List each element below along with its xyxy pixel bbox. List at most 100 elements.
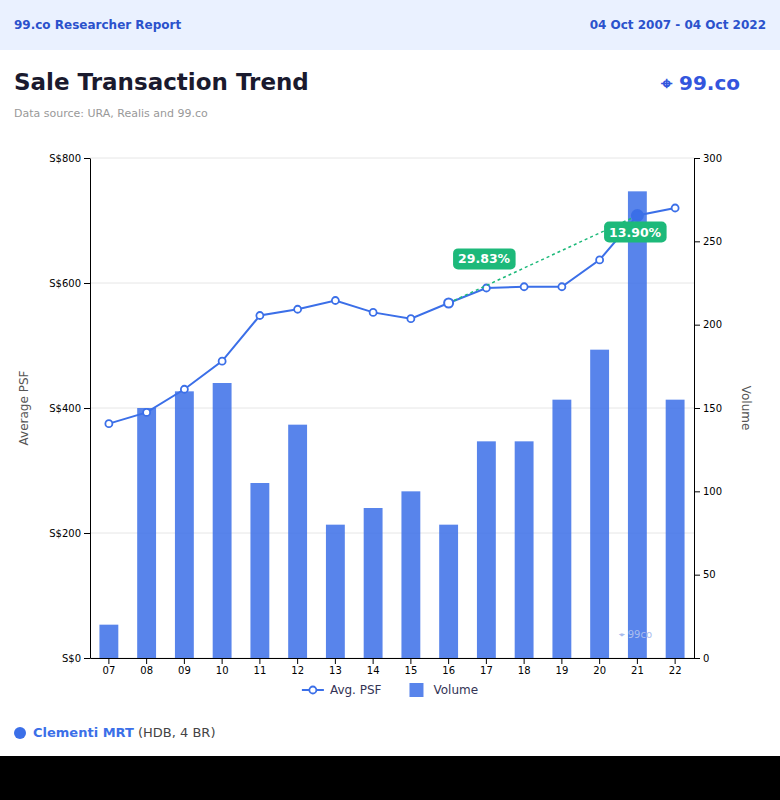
x-tick-label: 09 bbox=[178, 665, 191, 676]
x-tick-mark bbox=[599, 658, 600, 664]
line-marker bbox=[483, 285, 490, 292]
x-tick-mark bbox=[297, 658, 298, 664]
y2-tick-mark bbox=[694, 491, 700, 492]
annotation-text: 29.83% bbox=[458, 251, 511, 266]
y2-tick-mark bbox=[694, 158, 700, 159]
y2-tick-label: 300 bbox=[703, 153, 722, 164]
x-tick-mark bbox=[410, 658, 411, 664]
x-tick: 15 bbox=[405, 658, 418, 676]
y2-tick: 300 bbox=[694, 153, 722, 164]
y2-tick: 50 bbox=[694, 569, 716, 580]
y2-tick: 150 bbox=[694, 403, 722, 414]
bar-series bbox=[99, 191, 684, 658]
x-tick: 12 bbox=[291, 658, 304, 676]
annotation-box bbox=[453, 248, 516, 269]
y2-tick-label: 250 bbox=[703, 236, 722, 247]
y-tick-label: S$0 bbox=[62, 653, 81, 664]
x-tick-mark bbox=[561, 658, 562, 664]
bar bbox=[175, 391, 194, 658]
line-marker bbox=[256, 312, 263, 319]
bar bbox=[326, 525, 345, 658]
x-tick-label: 12 bbox=[291, 665, 304, 676]
x-tick-mark bbox=[637, 658, 638, 664]
x-tick-mark bbox=[675, 658, 676, 664]
y2-tick: 100 bbox=[694, 486, 722, 497]
bar bbox=[288, 425, 307, 658]
y-tick-mark bbox=[84, 283, 90, 284]
y2-tick-mark bbox=[694, 575, 700, 576]
footer-text: Clementi MRT (HDB, 4 BR) bbox=[33, 725, 215, 740]
x-tick: 18 bbox=[518, 658, 531, 676]
bar bbox=[477, 441, 496, 658]
y2-tick: 0 bbox=[694, 653, 709, 664]
y2-tick: 200 bbox=[694, 319, 722, 330]
plot-marks bbox=[99, 191, 684, 658]
line-marker bbox=[181, 386, 188, 393]
watermark: ⌖ 99co bbox=[619, 629, 653, 640]
x-tick-mark bbox=[259, 658, 260, 664]
x-tick-label: 17 bbox=[480, 665, 493, 676]
grid-line bbox=[90, 158, 694, 159]
line-marker bbox=[332, 297, 339, 304]
annotation-box bbox=[604, 222, 667, 243]
footer-label: Clementi MRT bbox=[33, 725, 134, 740]
x-axis: 07 08 09 10 11 12 13 14 15 16 17 18 19 20 21 22 bbox=[91, 658, 695, 676]
annotations: 29.83% 13.90% bbox=[453, 222, 667, 270]
y-tick-label: S$200 bbox=[49, 528, 81, 539]
header-left: 99.co Researcher Report bbox=[14, 18, 181, 32]
legend-label: Volume bbox=[433, 683, 478, 697]
y2-tick: 250 bbox=[694, 236, 722, 247]
bar bbox=[628, 191, 647, 658]
subtitle: Data source: URA, Realis and 99.co bbox=[14, 107, 208, 120]
x-tick-label: 16 bbox=[442, 665, 455, 676]
bar bbox=[515, 441, 534, 658]
y-tick-label: S$800 bbox=[49, 153, 81, 164]
x-tick: 07 bbox=[103, 658, 116, 676]
trend-end-marker bbox=[632, 210, 643, 221]
y2-tick-mark bbox=[694, 658, 700, 659]
y-tick: S$200 bbox=[49, 528, 90, 539]
x-tick-mark bbox=[335, 658, 336, 664]
bottom-band bbox=[0, 756, 780, 800]
x-tick: 22 bbox=[669, 658, 682, 676]
x-tick: 16 bbox=[442, 658, 455, 676]
x-tick-label: 11 bbox=[254, 665, 267, 676]
y-tick-mark bbox=[84, 658, 90, 659]
y2-axis-title: Volume bbox=[739, 386, 753, 431]
y-axis-title: Average PSF bbox=[17, 370, 31, 445]
grid bbox=[90, 158, 694, 658]
x-tick-mark bbox=[108, 658, 109, 664]
x-tick: 08 bbox=[140, 658, 153, 676]
logo: ⌖ 99.co bbox=[660, 71, 740, 95]
bar bbox=[99, 625, 118, 658]
line-marker bbox=[219, 358, 226, 365]
chart-root: 99.co Researcher Report04 Oct 2007 - 04 … bbox=[0, 0, 780, 800]
x-tick-mark bbox=[373, 658, 374, 664]
y-tick: S$400 bbox=[49, 403, 90, 414]
header-band bbox=[0, 0, 780, 50]
y2-tick-label: 150 bbox=[703, 403, 722, 414]
y-tick: S$600 bbox=[49, 278, 90, 289]
line-marker bbox=[407, 315, 414, 322]
bar bbox=[213, 383, 232, 658]
bar bbox=[666, 400, 685, 658]
x-tick-label: 10 bbox=[216, 665, 229, 676]
bar bbox=[250, 483, 269, 658]
annotation-text: 13.90% bbox=[609, 225, 662, 240]
x-tick-label: 18 bbox=[518, 665, 531, 676]
legend: Avg. PSFVolume bbox=[302, 683, 478, 698]
x-tick-label: 21 bbox=[631, 665, 644, 676]
y-axis-line bbox=[90, 159, 91, 659]
x-tick-label: 13 bbox=[329, 665, 342, 676]
line-marker bbox=[558, 283, 565, 290]
line-marker bbox=[445, 300, 452, 307]
footer-note: (HDB, 4 BR) bbox=[134, 725, 216, 740]
x-tick-mark bbox=[486, 658, 487, 664]
x-tick: 19 bbox=[556, 658, 569, 676]
line-marker bbox=[143, 409, 150, 416]
x-tick: 14 bbox=[367, 658, 380, 676]
x-tick-label: 08 bbox=[140, 665, 153, 676]
trend-start-marker bbox=[444, 299, 453, 308]
x-tick-label: 20 bbox=[593, 665, 606, 676]
bar bbox=[439, 525, 458, 658]
